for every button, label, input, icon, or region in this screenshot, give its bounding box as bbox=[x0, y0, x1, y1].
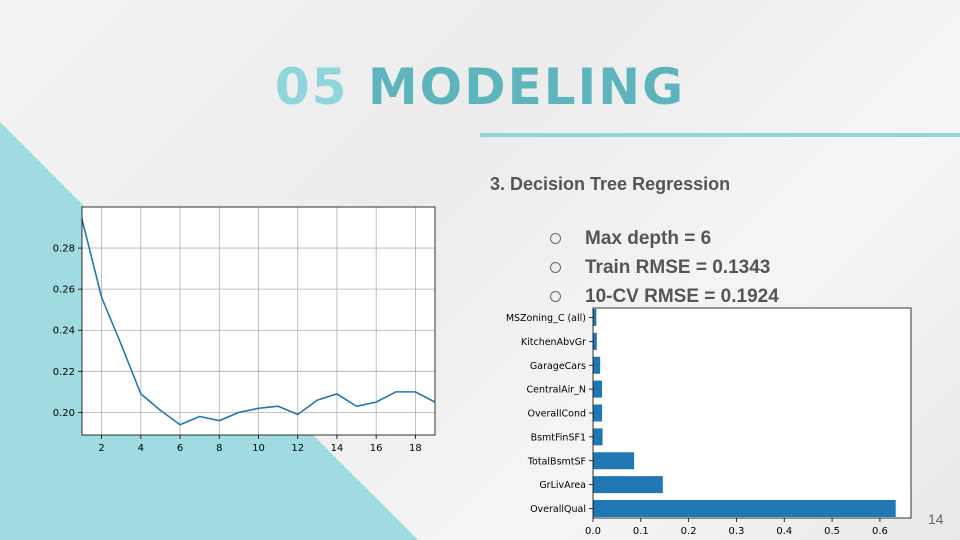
bullet-text: 10-CV RMSE = 0.1924 bbox=[585, 286, 779, 307]
bullet-item: Max depth = 6 bbox=[550, 224, 779, 253]
bar bbox=[593, 380, 603, 398]
line-chart: 2 4 6 8 10 12 14 16 18 0.20 0.22 0.24 0.26 0.28 bbox=[53, 206, 436, 454]
category-label: GarageCars bbox=[530, 361, 586, 372]
bullet-list: Max depth = 6 Train RMSE = 0.1343 10-CV … bbox=[550, 224, 779, 311]
title-text: MODELING bbox=[367, 58, 686, 116]
x-tick-label: 0.6 bbox=[872, 526, 888, 537]
category-label: BsmtFinSF1 bbox=[531, 432, 586, 443]
x-tick-label: 0.4 bbox=[776, 526, 792, 537]
hollow-circle-bullet-icon bbox=[550, 233, 561, 244]
x-tick-label: 12 bbox=[291, 443, 304, 454]
hollow-circle-bullet-icon bbox=[550, 291, 561, 302]
bar bbox=[593, 452, 635, 470]
bullet-item: Train RMSE = 0.1343 bbox=[550, 253, 779, 282]
bullet-text: Train RMSE = 0.1343 bbox=[585, 257, 771, 278]
x-tick-label: 16 bbox=[370, 443, 383, 454]
x-tick-label: 2 bbox=[98, 443, 104, 454]
bar bbox=[593, 428, 603, 446]
category-label: MSZoning_C (all) bbox=[506, 313, 586, 324]
plot-frame bbox=[81, 206, 436, 436]
bar bbox=[593, 476, 663, 494]
hollow-circle-bullet-icon bbox=[550, 262, 561, 273]
subtitle: 3. Decision Tree Regression bbox=[490, 174, 731, 194]
slide-title: 05 MODELING bbox=[0, 58, 960, 116]
x-tick-label: 18 bbox=[409, 443, 422, 454]
plot-frame bbox=[592, 307, 912, 519]
title-number: 05 bbox=[274, 58, 349, 116]
x-tick-label: 0.0 bbox=[585, 526, 601, 537]
x-tick-label: 4 bbox=[138, 443, 144, 454]
category-label: OverallQual bbox=[530, 504, 586, 515]
category-label: GrLivArea bbox=[539, 480, 586, 491]
series-line bbox=[81, 219, 436, 426]
y-tick-label: 0.22 bbox=[53, 367, 75, 378]
title-underline bbox=[480, 133, 960, 137]
x-tick-label: 14 bbox=[331, 443, 344, 454]
category-label: TotalBsmtSF bbox=[527, 456, 586, 467]
y-tick-label: 0.28 bbox=[53, 244, 75, 255]
bar bbox=[593, 404, 603, 422]
category-label: KitchenAbvGr bbox=[521, 337, 586, 348]
bar bbox=[593, 309, 597, 326]
x-tick-label: 0.3 bbox=[729, 526, 745, 537]
bullet-text: Max depth = 6 bbox=[585, 228, 712, 249]
x-tick-label: 0.1 bbox=[633, 526, 649, 537]
bar bbox=[593, 500, 896, 517]
page-number: 14 bbox=[928, 511, 944, 527]
bar bbox=[593, 332, 597, 350]
bar-chart: MSZoning_C (all) KitchenAbvGr GarageCars Ce… bbox=[506, 307, 912, 537]
bar bbox=[593, 356, 601, 374]
y-tick-label: 0.24 bbox=[53, 326, 75, 337]
x-tick-label: 10 bbox=[252, 443, 265, 454]
category-label: OverallCond bbox=[528, 409, 586, 420]
category-label: CentralAir_N bbox=[527, 385, 587, 396]
bullet-item: 10-CV RMSE = 0.1924 bbox=[550, 282, 779, 311]
x-tick-label: 0.2 bbox=[681, 526, 697, 537]
x-tick-label: 6 bbox=[177, 443, 183, 454]
x-tick-label: 8 bbox=[216, 443, 222, 454]
y-tick-label: 0.20 bbox=[53, 408, 75, 419]
x-tick-label: 0.5 bbox=[824, 526, 840, 537]
y-tick-label: 0.26 bbox=[53, 285, 75, 296]
